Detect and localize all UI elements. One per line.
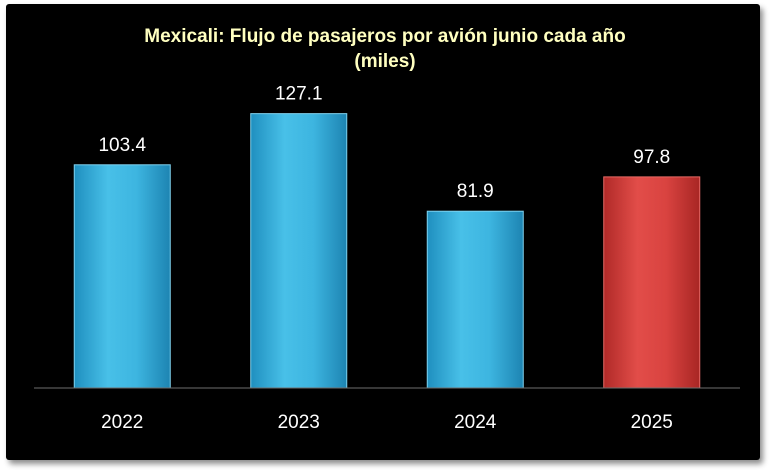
chart-subtitle: (miles) — [354, 51, 415, 72]
bar-2025 — [603, 176, 701, 389]
bars-group: 103.4 2022 127.1 2023 81.9 2024 97.8 2025 — [73, 84, 701, 433]
value-label-2025: 97.8 — [633, 147, 670, 168]
bar-2022 — [73, 164, 171, 389]
bar-2023 — [250, 113, 348, 389]
category-label-2022: 2022 — [101, 412, 143, 433]
category-label-2024: 2024 — [454, 412, 497, 433]
value-label-2022: 103.4 — [98, 135, 146, 156]
value-label-2023: 127.1 — [275, 84, 323, 105]
value-label-2024: 81.9 — [457, 181, 494, 202]
chart-title: Mexicali: Flujo de pasajeros por avión j… — [144, 26, 625, 47]
category-label-2023: 2023 — [278, 412, 320, 433]
category-label-2025: 2025 — [631, 412, 673, 433]
bar-2024 — [426, 210, 524, 389]
